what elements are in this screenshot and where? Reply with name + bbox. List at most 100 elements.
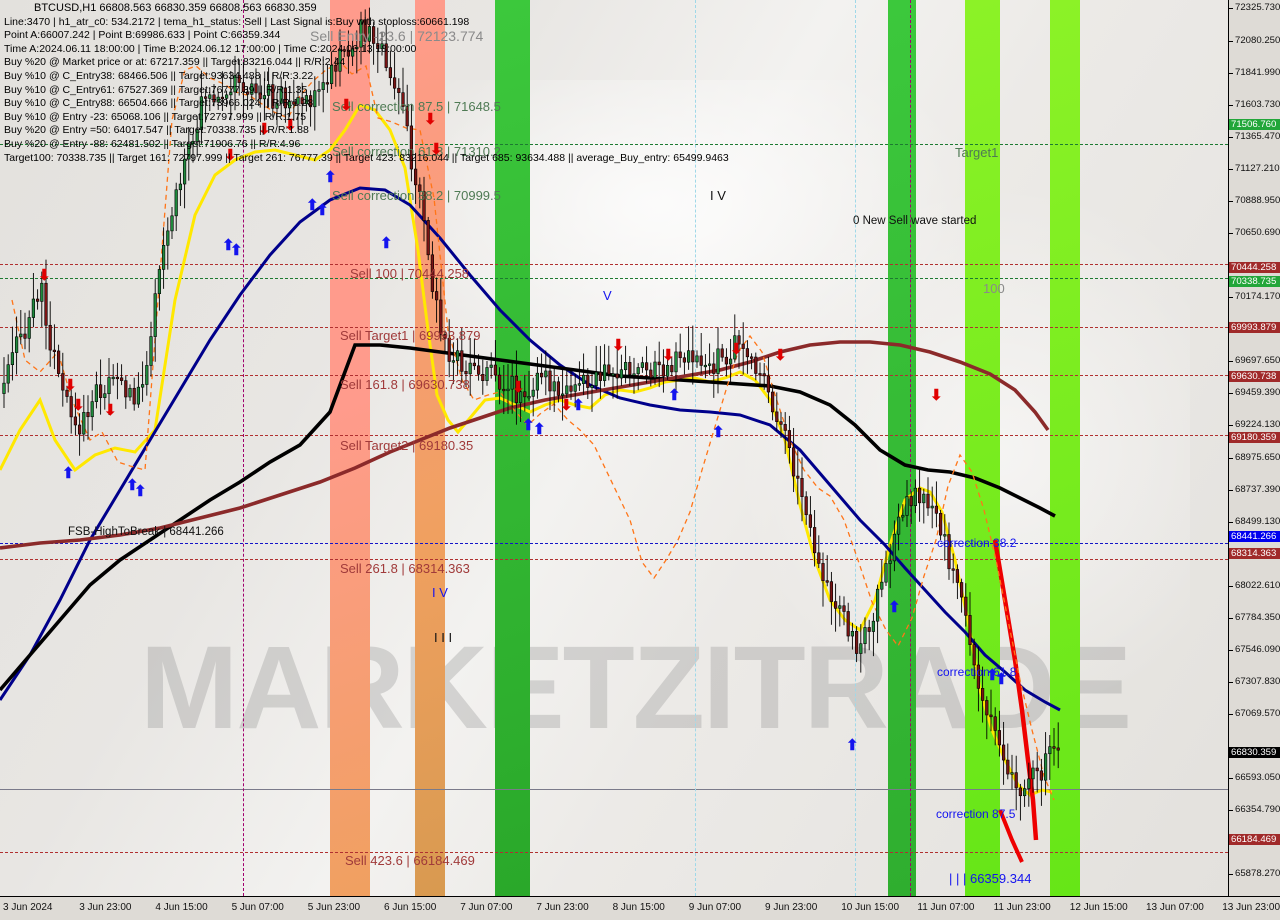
info-line: Buy %10 @ C_Entry88: 66504.666 || Target… xyxy=(4,97,314,110)
sell-arrow-icon: ⬇ xyxy=(662,347,675,364)
wave-label-iv-upper: I V xyxy=(710,188,726,203)
time-tick: 8 Jun 15:00 xyxy=(612,902,665,913)
sell-arrow-icon: ⬇ xyxy=(430,141,443,158)
buy-arrow-icon: ⬆ xyxy=(306,197,319,214)
level-line-70444 xyxy=(0,264,1228,265)
time-tick: 12 Jun 15:00 xyxy=(1069,902,1128,913)
sell-arrow-icon: ⬇ xyxy=(38,267,51,284)
annotation-sell-2618: Sell 261.8 | 68314.363 xyxy=(340,561,470,576)
buy-arrow-icon: ⬆ xyxy=(134,483,147,500)
annotation-sell-corr-382: Sell correction 38.2 | 70999.5 xyxy=(332,188,501,203)
vertical-marker-magenta-1 xyxy=(243,0,244,896)
time-tick: 3 Jun 23:00 xyxy=(79,902,132,913)
chart-plot-area[interactable]: MARKETZITRADE xyxy=(0,0,1228,896)
info-line: Buy %10 @ C_Entry61: 67527.369 || Target… xyxy=(4,83,308,96)
indicator-drawing-layer xyxy=(0,7,1061,863)
chart-info-block: BTCUSD,H1 66808.563 66830.359 66808.563 … xyxy=(4,2,729,165)
level-line-69993 xyxy=(0,327,1228,328)
annotation-correction-382: correction 38.2 xyxy=(937,536,1017,550)
buy-arrow-icon: ⬆ xyxy=(533,421,546,438)
annotation-100: 100 xyxy=(983,281,1005,296)
annotation-sell-target2: Sell Target2 | 69180.35 xyxy=(340,438,474,453)
time-tick: 13 Jun 23:00 xyxy=(1222,902,1280,913)
price-level-label: 69630.738 xyxy=(1229,371,1280,383)
buy-arrow-icon: ⬆ xyxy=(126,477,139,494)
wave-label-iv-lower: I V xyxy=(432,585,448,600)
vertical-marker-cyan-2 xyxy=(855,0,856,896)
sell-arrow-icon: ⬇ xyxy=(512,379,525,396)
time-tick: 5 Jun 07:00 xyxy=(231,902,284,913)
info-line: Target100: 70338.735 || Target 161: 7279… xyxy=(4,151,729,164)
annotation-correction-618: correction 61.8 xyxy=(937,665,1017,679)
time-tick: 3 Jun 2024 xyxy=(3,902,53,913)
info-line: Buy %10 @ C_Entry38: 68466.506 || Target… xyxy=(4,69,314,82)
sell-arrow-icon: ⬇ xyxy=(612,337,625,354)
sell-arrow-icon: ⬇ xyxy=(64,377,77,394)
buy-arrow-icon: ⬆ xyxy=(572,397,585,414)
buy-arrow-icon: ⬆ xyxy=(986,667,999,684)
wave-label-v: V xyxy=(603,288,612,303)
buy-arrow-icon: ⬆ xyxy=(62,465,75,482)
buy-arrow-icon: ⬆ xyxy=(316,202,329,219)
sell-arrow-icon: ⬇ xyxy=(104,402,117,419)
time-tick: 7 Jun 07:00 xyxy=(460,902,513,913)
wave-label-iii: I I I xyxy=(434,630,453,645)
info-line: Time A:2024.06.11 18:00:00 | Time B:2024… xyxy=(4,42,417,55)
annotation-target1: Target1 xyxy=(955,145,999,160)
time-tick: 6 Jun 15:00 xyxy=(384,902,437,913)
annotation-sell-4236: Sell 423.6 | 66184.469 xyxy=(345,853,475,868)
time-tick: 13 Jun 07:00 xyxy=(1146,902,1204,913)
sell-arrow-icon: ⬇ xyxy=(72,397,85,414)
info-line: Point A:66007.242 | Point B:69986.633 | … xyxy=(4,29,281,42)
annotation-correction-875: correction 87.5 xyxy=(936,807,1016,821)
buy-arrow-icon: ⬆ xyxy=(324,169,337,186)
info-line: Buy %20 @ Entry -88: 62481.502 || Target… xyxy=(4,137,301,150)
annotation-sell-100: Sell 100 | 70444.258 xyxy=(350,266,470,281)
annotation-fsb-hightobreak: FSB-HighToBreak | 68441.266 xyxy=(68,526,224,538)
price-level-label: 66830.359 xyxy=(1229,747,1280,759)
sell-arrow-icon: ⬇ xyxy=(258,121,271,138)
buy-arrow-icon: ⬆ xyxy=(888,599,901,616)
annotation-sell-entry: Sell Entry -23.6 | 72123.774 xyxy=(310,28,484,44)
time-tick: 9 Jun 23:00 xyxy=(765,902,818,913)
sell-arrow-icon: ⬇ xyxy=(224,147,237,164)
price-level-label: 70444.258 xyxy=(1229,261,1280,273)
info-line: Buy %10 @ Entry -23: 65068.106 || Target… xyxy=(4,110,307,123)
level-line-68441 xyxy=(0,543,1228,544)
buy-arrow-icon: ⬆ xyxy=(522,417,535,434)
buy-arrow-icon: ⬆ xyxy=(230,242,243,259)
annotation-sell-corr-875: Sell correction 87.5 | 71648.5 xyxy=(332,99,501,114)
annotation-sell-corr-618: Sell correction 61.8 | 71310.2 xyxy=(332,144,501,159)
info-line: Line:3470 | h1_atr_c0: 534.2172 | tema_h… xyxy=(4,15,470,28)
buy-arrow-icon: ⬆ xyxy=(222,237,235,254)
info-line: Buy %20 @ Entry =50: 64017.547 || Target… xyxy=(4,124,309,137)
buy-arrow-icon: ⬆ xyxy=(846,737,859,754)
price-level-label: 68314.363 xyxy=(1229,547,1280,559)
buy-arrow-icon: ⬆ xyxy=(995,671,1008,688)
price-scale[interactable]: 72325.730 72080.250 71841.990 71603.730 7136… xyxy=(1228,0,1280,896)
sell-arrow-icon: ⬇ xyxy=(424,111,437,128)
price-level-label: 70338.735 xyxy=(1229,275,1280,287)
price-level-label: 66184.469 xyxy=(1229,833,1280,845)
info-line: Buy %20 @ Market price or at: 67217.359 … xyxy=(4,56,346,69)
price-level-label: 69180.359 xyxy=(1229,431,1280,443)
buy-arrow-icon: ⬆ xyxy=(712,424,725,441)
sell-arrow-icon: ⬇ xyxy=(560,397,573,414)
level-line-70338 xyxy=(0,278,1228,279)
buy-arrow-icon: ⬆ xyxy=(668,387,681,404)
level-line-68314 xyxy=(0,559,1228,560)
sell-arrow-icon: ⬇ xyxy=(930,387,943,404)
level-line-66830 xyxy=(0,789,1228,790)
annotation-point-c-price: | | | 66359.344 xyxy=(949,871,1032,886)
sell-arrow-icon: ⬇ xyxy=(284,117,297,134)
vertical-marker-cyan-1 xyxy=(695,0,696,896)
time-scale[interactable]: 3 Jun 2024 3 Jun 23:00 4 Jun 15:00 5 Jun 07… xyxy=(0,896,1280,920)
annotation-sell-target1: Sell Target1 | 69993.879 xyxy=(340,328,481,343)
vertical-marker-magenta-2 xyxy=(910,0,911,896)
info-symbol-line: BTCUSD,H1 66808.563 66830.359 66808.563 … xyxy=(34,2,317,14)
time-tick: 7 Jun 23:00 xyxy=(536,902,589,913)
buy-arrow-icon: ⬆ xyxy=(380,235,393,252)
time-tick: 5 Jun 23:00 xyxy=(307,902,361,913)
level-line-69180 xyxy=(0,435,1228,436)
